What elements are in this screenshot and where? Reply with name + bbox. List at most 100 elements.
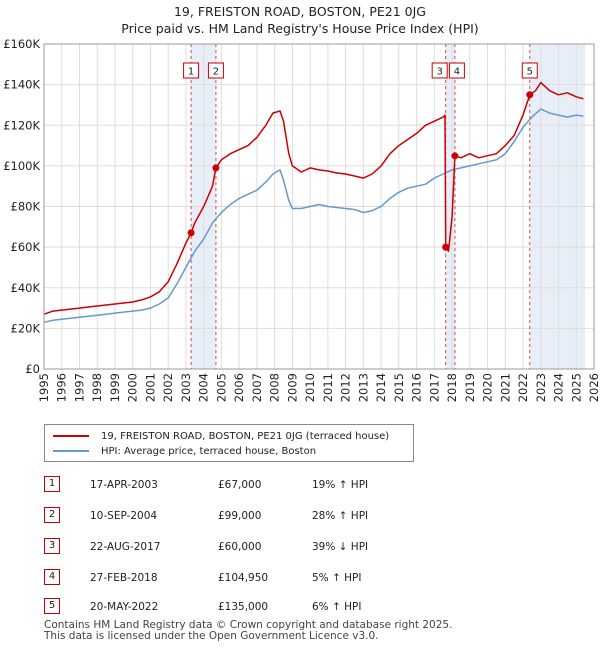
tx-badge: 4 (44, 569, 60, 585)
tx-badge: 3 (44, 538, 60, 554)
x-tick-label: 1997 (72, 373, 86, 402)
tx-date: 27-FEB-2018 (90, 572, 158, 584)
x-tick-label: 1998 (90, 373, 104, 402)
table-row: 2 10-SEP-2004 £99,000 28% ↑ HPI (0, 507, 600, 527)
marker-label-box (183, 62, 200, 79)
marker-label-box (448, 62, 465, 79)
x-tick-label: 2020 (481, 373, 495, 402)
x-tick-label: 2013 (356, 373, 370, 402)
legend: 19, FREISTON ROAD, BOSTON, PE21 0JG (ter… (44, 424, 414, 462)
marker-label-text: 1 (188, 67, 194, 78)
x-tick-label: 2002 (161, 373, 175, 402)
footer-license: This data is licensed under the Open Gov… (44, 630, 379, 642)
footer-copyright: Contains HM Land Registry data © Crown c… (44, 619, 453, 631)
chart-title: 19, FREISTON ROAD, BOSTON, PE21 0JG (173, 4, 426, 19)
tx-badge: 2 (44, 507, 60, 523)
x-tick-label: 2015 (392, 373, 406, 402)
x-tick-label: 1996 (55, 373, 69, 402)
x-tick-label: 2019 (463, 373, 477, 402)
legend-swatch-hpi (53, 450, 89, 452)
x-tick-label: 2014 (374, 373, 388, 402)
tx-date: 10-SEP-2004 (90, 510, 158, 522)
sale-marker-2 (212, 164, 220, 172)
marker-label-3: 3 (431, 62, 448, 79)
legend-label-hpi: HPI: Average price, terraced house, Bost… (101, 445, 317, 457)
chart-subtitle: Price paid vs. HM Land Registry's House … (121, 21, 479, 36)
marker-label-4: 4 (448, 62, 465, 79)
tx-price: £135,000 (218, 601, 269, 613)
x-tick-label: 2026 (587, 373, 600, 402)
y-tick-label: £40K (11, 281, 41, 295)
x-tick-label: 2025 (569, 373, 583, 402)
legend-item-hpi: HPI: Average price, terraced house, Bost… (53, 444, 316, 458)
property-price-line (43, 81, 584, 315)
y-tick-label: £20K (11, 321, 41, 335)
table-row: 1 17-APR-2003 £67,000 19% ↑ HPI (0, 476, 600, 496)
tx-price: £67,000 (218, 479, 262, 491)
y-tick-label: £100K (3, 159, 40, 173)
sale-marker-1 (187, 229, 195, 237)
marker-label-5: 5 (521, 62, 538, 79)
tx-price: £60,000 (218, 541, 262, 553)
x-tick-label: 2005 (214, 373, 228, 402)
marker-label-text: 3 (436, 67, 442, 78)
x-tick-label: 2022 (516, 373, 530, 402)
y-tick-label: £120K (3, 118, 40, 132)
x-tick-label: 1995 (37, 373, 51, 402)
x-tick-label: 2003 (179, 373, 193, 402)
x-tick-label: 2012 (339, 373, 353, 402)
x-tick-label: 2008 (268, 373, 282, 402)
tx-date: 20-MAY-2022 (90, 601, 159, 613)
x-tick-label: 2000 (126, 373, 140, 402)
x-tick-label: 2004 (197, 373, 211, 402)
table-row: 5 20-MAY-2022 £135,000 6% ↑ HPI (0, 598, 600, 618)
y-tick-label: £60K (11, 240, 41, 254)
y-tick-label: £80K (11, 200, 41, 214)
sale-marker-3 (442, 243, 450, 251)
x-tick-label: 2016 (410, 373, 424, 402)
x-tick-label: 2018 (445, 373, 459, 402)
tx-price: £104,950 (218, 572, 269, 584)
marker-label-box (207, 62, 224, 79)
legend-swatch-property (53, 435, 89, 437)
y-tick-label: £0 (25, 362, 40, 376)
x-tick-label: 2011 (321, 373, 335, 402)
sale-marker-5 (526, 91, 534, 99)
marker-label-text: 2 (213, 67, 219, 78)
legend-label-property: 19, FREISTON ROAD, BOSTON, PE21 0JG (ter… (101, 430, 390, 442)
tx-hpi: 19% ↑ HPI (312, 479, 369, 491)
footer: Contains HM Land Registry data © Crown c… (44, 620, 452, 642)
tx-hpi: 28% ↑ HPI (312, 510, 369, 522)
x-tick-label: 2007 (250, 373, 264, 402)
tx-hpi: 6% ↑ HPI (312, 601, 362, 613)
tx-hpi: 5% ↑ HPI (312, 572, 362, 584)
x-tick-label: 2017 (427, 373, 441, 402)
x-tick-label: 2006 (232, 373, 246, 402)
marker-label-box (521, 62, 538, 79)
tx-badge: 1 (44, 476, 60, 492)
x-tick-label: 2023 (534, 373, 548, 402)
x-tick-label: 2010 (303, 373, 317, 402)
table-row: 4 27-FEB-2018 £104,950 5% ↑ HPI (0, 569, 600, 589)
price-chart: 1 2 3 4 5 £0 £20K £40K £60K £80K £100K £120K £140K £1… (3, 37, 600, 402)
tx-badge: 5 (44, 598, 60, 614)
x-tick-label: 1999 (108, 373, 122, 402)
tx-date: 22-AUG-2017 (90, 541, 161, 553)
marker-label-2: 2 (207, 62, 224, 79)
y-tick-label: £160K (3, 37, 40, 51)
plot-frame (43, 43, 595, 370)
x-tick-label: 2024 (552, 373, 566, 402)
legend-item-property: 19, FREISTON ROAD, BOSTON, PE21 0JG (ter… (53, 429, 389, 443)
marker-label-text: 4 (454, 67, 460, 78)
x-tick-label: 2009 (285, 373, 299, 402)
table-row: 3 22-AUG-2017 £60,000 39% ↓ HPI (0, 538, 600, 558)
y-tick-label: £140K (3, 78, 40, 92)
marker-label-text: 5 (527, 67, 533, 78)
x-tick-label: 2021 (498, 373, 512, 402)
hpi-line (43, 108, 584, 324)
tx-price: £99,000 (218, 510, 262, 522)
marker-label-box (431, 62, 448, 79)
marker-label-1: 1 (183, 62, 200, 79)
tx-hpi: 39% ↓ HPI (312, 541, 369, 553)
sale-marker-4 (451, 152, 459, 160)
